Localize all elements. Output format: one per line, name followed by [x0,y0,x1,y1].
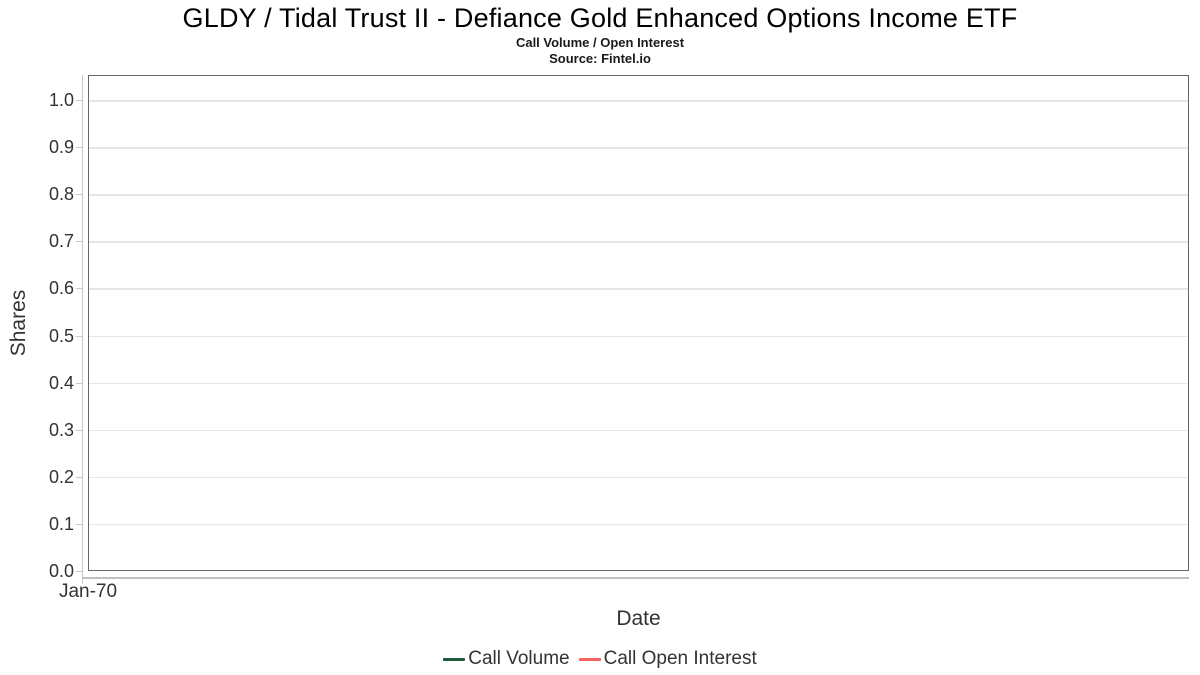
y-tick-label: 0.3 [48,419,74,440]
gridline [89,100,1188,102]
gridline [89,382,1188,385]
y-axis-tick [76,571,82,572]
gridline [89,335,1188,337]
y-tick-label: 0.6 [48,278,74,299]
y-tick-label: 0.2 [48,466,74,487]
x-axis-tick [82,578,83,584]
x-tick-label: Jan-70 [58,581,118,602]
gridline [89,194,1188,196]
gridline [89,523,1188,526]
chart-subtitle: Call Volume / Open Interest [515,35,685,50]
legend-label: Call Open Interest [603,648,757,669]
y-tick-label: 0.4 [48,372,74,393]
y-tick-label: 0.0 [48,561,74,581]
y-axis-tick [76,147,82,149]
y-tick-label: 0.1 [48,513,74,534]
y-axis-tick [76,476,82,478]
legend-label: Call Volume [468,648,570,669]
y-tick-label: 0.5 [48,325,74,346]
legend-item-call-volume[interactable]: Call Volume [443,648,570,670]
x-axis-title: Date [616,607,661,630]
y-tick-label: 1.0 [48,90,74,110]
y-axis-tick [76,382,82,384]
y-axis-tick [76,241,82,243]
y-axis-tick [76,335,82,337]
gridline [89,288,1188,290]
chart-title: GLDY / Tidal Trust II - Defiance Gold En… [182,3,1018,33]
y-axis-title: Shares [7,289,30,357]
y-axis-tick [76,523,82,525]
plot-area [88,75,1189,571]
x-axis-line [82,577,1189,579]
legend-item-call-open-interest[interactable]: Call Open Interest [578,648,757,670]
y-axis-line [82,75,83,578]
chart-source: Source: Fintel.io [549,51,651,66]
y-axis-tick [76,194,82,196]
y-tick-label: 0.9 [48,137,74,158]
gridline [89,147,1188,149]
y-axis-tick [76,429,82,431]
y-tick-label: 0.8 [48,184,74,205]
legend: Call Volume Call Open Interest [0,646,1200,672]
y-tick-label: 0.7 [48,231,74,252]
gridline [89,429,1188,432]
y-axis-tick [76,288,82,290]
gridline [89,476,1188,479]
legend-dash-icon [578,657,601,661]
legend-dash-icon [443,657,466,661]
gridline [89,241,1188,243]
y-axis-tick [76,100,82,101]
